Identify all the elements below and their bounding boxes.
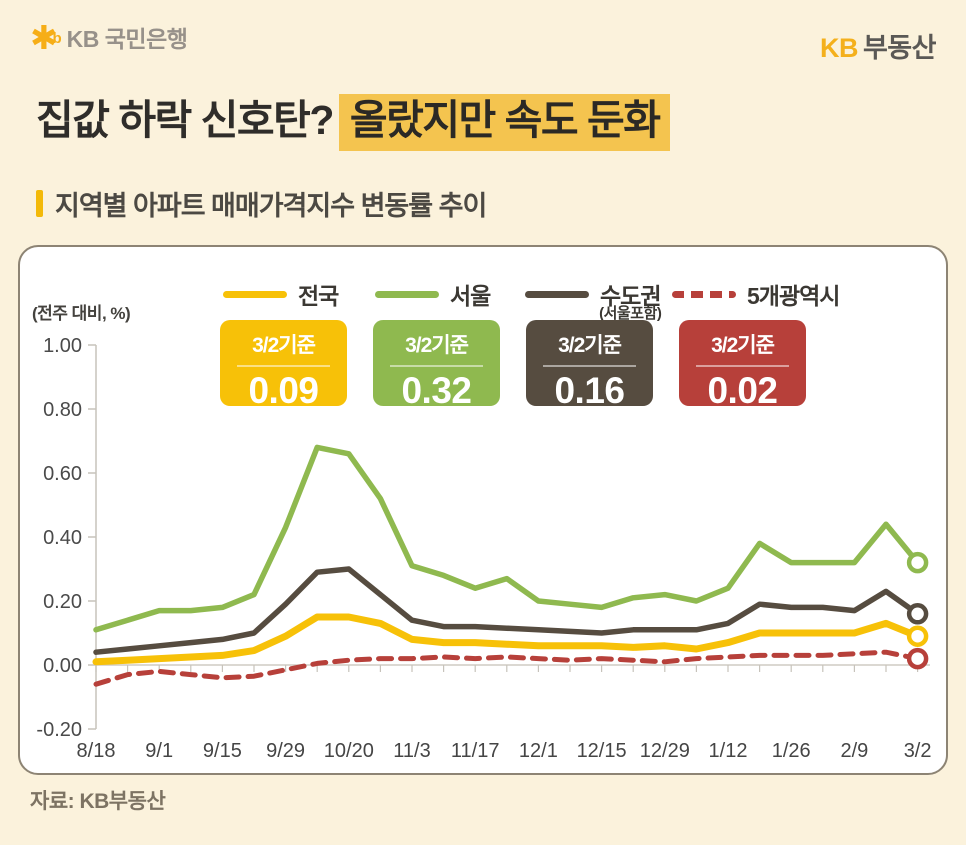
x-tick-label: 3/2 xyxy=(904,740,932,762)
legend-sublabel-metro-area: (서울포함) xyxy=(599,305,662,322)
badge-value: 0.16 xyxy=(554,370,625,411)
badge-value: 0.02 xyxy=(707,370,778,411)
series-nationwide xyxy=(92,613,922,666)
badge-seoul: 3/2기준 0.32 xyxy=(373,320,500,411)
legend-item-seoul: 서울 xyxy=(375,277,491,311)
title-plain: 집값 하락 신호탄? xyxy=(36,97,334,143)
badge-divider xyxy=(695,365,790,367)
x-tick-label: 2/9 xyxy=(840,740,868,762)
bank-name: KB 국민은행 xyxy=(66,26,188,52)
badge-divider xyxy=(236,365,331,367)
kb-star-b: b xyxy=(52,29,62,47)
y-tick-label: 0.80 xyxy=(43,399,82,421)
legend-label-nationwide: 전국 xyxy=(298,283,339,309)
series-five-metro-cities xyxy=(93,649,921,687)
legend-item-five-metro-cities: 5개광역시 xyxy=(672,277,840,311)
x-tick-label: 8/18 xyxy=(77,740,116,762)
badge-value: 0.09 xyxy=(248,370,319,411)
legend-swatch-five-metro-cities xyxy=(672,290,736,298)
badge-nationwide: 3/2기준 0.09 xyxy=(220,320,347,411)
legend-label-metro-area: 수도권 (서울포함) xyxy=(599,283,662,322)
x-tick-label: 9/29 xyxy=(266,740,305,762)
badge-value: 0.32 xyxy=(401,370,472,411)
x-tick-label: 9/15 xyxy=(203,740,242,762)
subtitle-accent-bar xyxy=(36,190,43,217)
title-highlight: 올랐지만 속도 둔화 xyxy=(338,94,671,151)
legend-swatch-metro-area xyxy=(525,290,589,298)
badge-divider xyxy=(542,365,637,367)
legend-label-five-metro-cities: 5개광역시 xyxy=(747,283,840,309)
y-tick-label: -0.20 xyxy=(36,719,82,741)
legend-swatch-seoul xyxy=(375,290,439,298)
series-metro-area xyxy=(93,566,921,655)
end-marker-five-metro-cities xyxy=(906,647,929,670)
badge-date-label: 3/2기준 xyxy=(558,334,622,357)
legend-swatch-nationwide xyxy=(223,290,287,298)
badge-date-label: 3/2기준 xyxy=(405,334,469,357)
y-tick-label: 1.00 xyxy=(43,335,82,357)
y-tick-label: 0.40 xyxy=(43,527,82,549)
kb-star-logo-icon: ✱ b xyxy=(30,18,62,56)
bank-logo: ✱ b KB 국민은행 xyxy=(30,18,188,56)
y-tick-label: 0.00 xyxy=(43,655,82,677)
page-title: 집값 하락 신호탄? 올랐지만 속도 둔화 xyxy=(36,86,671,151)
legend-item-nationwide: 전국 xyxy=(223,277,339,311)
x-tick-label: 1/12 xyxy=(709,740,748,762)
x-tick-label: 11/17 xyxy=(451,740,500,762)
brand-logo: KB 부동산 xyxy=(819,26,937,65)
badge-date-label: 3/2기준 xyxy=(252,334,316,357)
x-tick-label: 12/15 xyxy=(577,740,627,762)
end-marker-seoul xyxy=(906,551,929,574)
badge-date-label: 3/2기준 xyxy=(711,334,775,357)
x-tick-label: 10/20 xyxy=(324,740,374,762)
legend-item-metro-area: 수도권 (서울포함) xyxy=(525,277,662,322)
x-tick-label: 12/29 xyxy=(640,740,690,762)
y-tick-label: 0.20 xyxy=(43,591,82,613)
y-tick-label: 0.60 xyxy=(43,463,82,485)
chart-subtitle: 지역별 아파트 매매가격지수 변동률 추이 xyxy=(36,184,487,223)
y-axis-unit-label: (전주 대비, %) xyxy=(32,304,131,323)
badge-metro-area: 3/2기준 0.16 xyxy=(526,320,653,411)
series-seoul xyxy=(93,444,921,633)
badge-five-metro-cities: 3/2기준 0.02 xyxy=(679,320,806,411)
brand-kb: KB xyxy=(819,33,859,63)
end-marker-metro-area xyxy=(906,603,929,625)
chart-panel: 1.00 0.80 0.60 0.40 0.20 0.00 -0.20 8/18 9/1 9/15… xyxy=(18,245,948,775)
data-source: 자료: KB부동산 xyxy=(30,790,166,813)
subtitle-text: 지역별 아파트 매매가격지수 변동률 추이 xyxy=(55,191,487,221)
end-marker-nationwide xyxy=(906,625,929,647)
badge-divider xyxy=(389,365,484,367)
x-tick-label: 12/1 xyxy=(519,740,558,762)
x-tick-label: 1/26 xyxy=(772,740,811,762)
legend-label-seoul: 서울 xyxy=(450,283,491,309)
chart-canvas: 1.00 0.80 0.60 0.40 0.20 0.00 -0.208/18 9/1 9/15… xyxy=(36,335,932,762)
brand-suffix: 부동산 xyxy=(862,33,937,63)
x-tick-label: 11/3 xyxy=(393,740,430,762)
x-tick-label: 9/1 xyxy=(145,740,173,762)
